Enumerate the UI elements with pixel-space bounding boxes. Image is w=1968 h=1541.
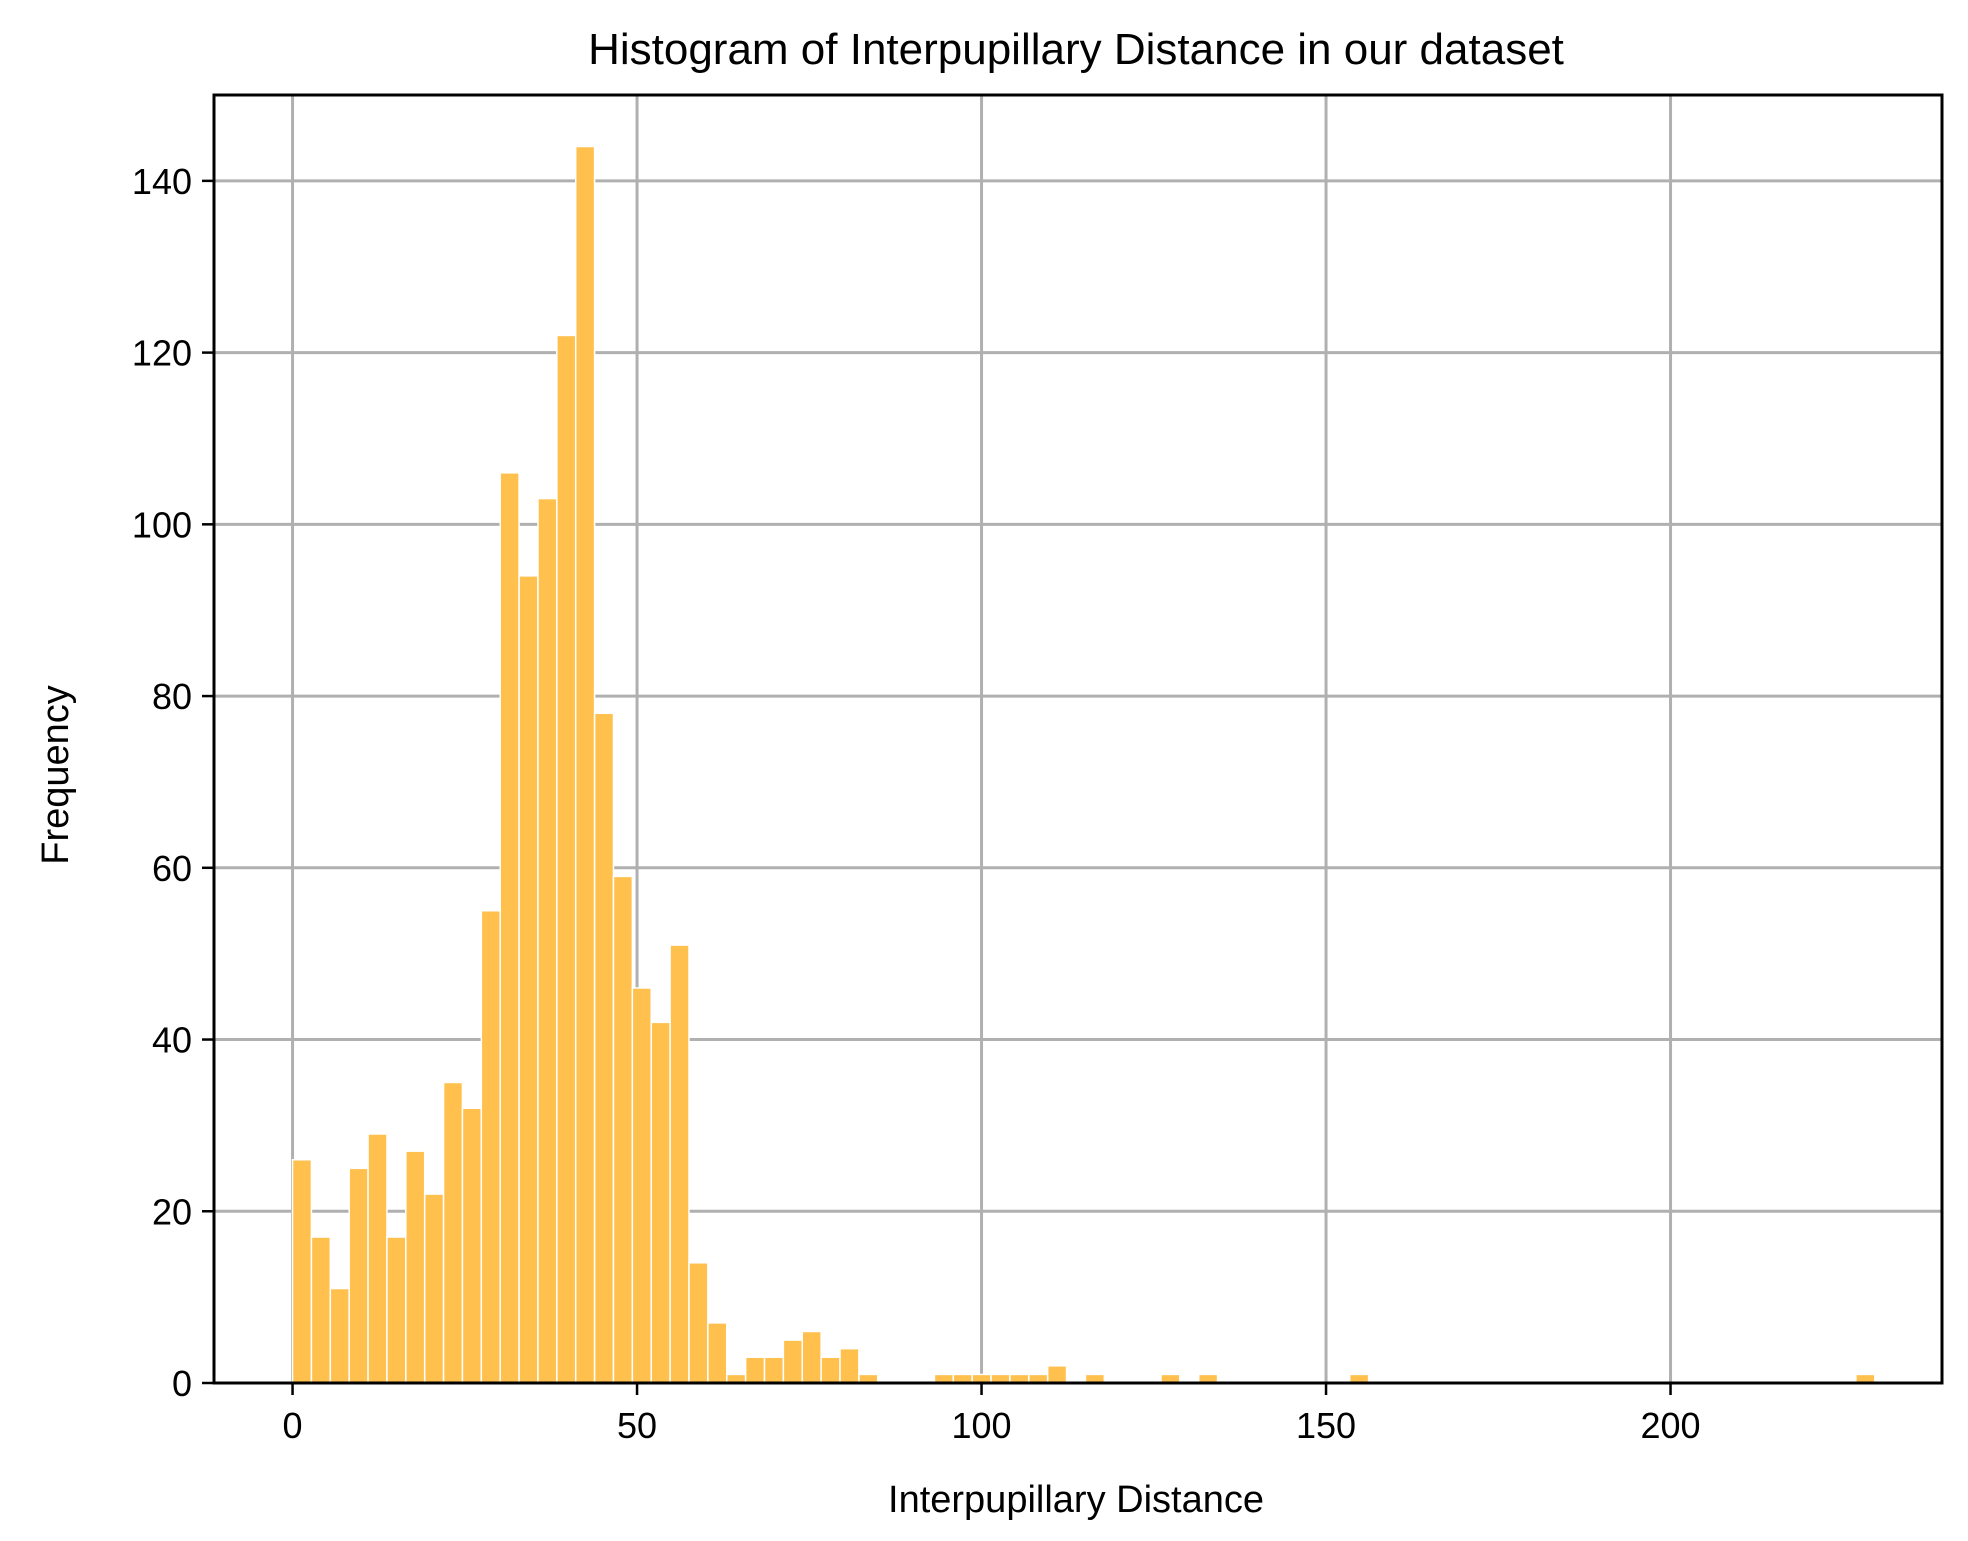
histogram-bar — [593, 712, 615, 1384]
histogram-bar — [782, 1339, 804, 1384]
plot-frame — [212, 93, 1944, 1385]
histogram-bar — [423, 1193, 445, 1384]
histogram-bar — [688, 1262, 709, 1384]
histogram-bar — [291, 1158, 313, 1384]
histogram-bar — [367, 1133, 388, 1384]
histogram-bar — [499, 472, 520, 1384]
y-tick-label: 140 — [132, 161, 192, 202]
y-tick-label: 40 — [152, 1020, 192, 1061]
y-axis-label: Frequency — [35, 685, 77, 865]
histogram-bar — [537, 497, 558, 1384]
histogram-bar — [801, 1330, 822, 1384]
histogram-bar — [310, 1236, 332, 1384]
histogram-bar — [405, 1150, 426, 1384]
histogram-bar — [461, 1107, 483, 1384]
histogram-bar — [763, 1356, 785, 1384]
bars — [291, 145, 1876, 1384]
histogram-bar — [631, 987, 652, 1384]
x-tick-label: 200 — [1640, 1405, 1700, 1446]
y-tick-label: 80 — [152, 676, 192, 717]
axis-ticks: 0 50 100 150 200 0 20 40 60 80 100 120 140 — [132, 161, 1701, 1446]
x-tick-label: 50 — [617, 1405, 657, 1446]
x-tick-label: 0 — [283, 1405, 303, 1446]
histogram-bar — [386, 1236, 407, 1384]
histogram-bar — [650, 1021, 671, 1384]
histogram-bar — [744, 1356, 766, 1384]
x-tick-label: 100 — [952, 1405, 1012, 1446]
histogram-bar — [518, 575, 539, 1384]
histogram-bar — [839, 1347, 860, 1384]
histogram-bar — [442, 1081, 464, 1384]
histogram-bar — [348, 1167, 369, 1384]
histogram-bar — [669, 944, 690, 1384]
histogram-bar — [612, 875, 634, 1384]
histogram-bar — [480, 909, 501, 1384]
chart-title: Histogram of Interpupillary Distance in … — [588, 25, 1564, 74]
x-tick-label: 150 — [1296, 1405, 1356, 1446]
y-tick-label: 120 — [132, 333, 192, 374]
histogram-bar — [707, 1322, 728, 1384]
y-tick-label: 20 — [152, 1191, 192, 1232]
histogram-bar — [329, 1287, 350, 1384]
y-tick-label: 0 — [172, 1363, 192, 1404]
histogram-bar — [1046, 1365, 1068, 1384]
histogram-bar — [556, 334, 577, 1384]
x-axis-label: Interpupillary Distance — [888, 1479, 1264, 1521]
y-tick-label: 100 — [132, 504, 192, 545]
histogram-bar — [820, 1356, 841, 1384]
histogram-bar — [574, 145, 596, 1384]
y-tick-label: 60 — [152, 848, 192, 889]
